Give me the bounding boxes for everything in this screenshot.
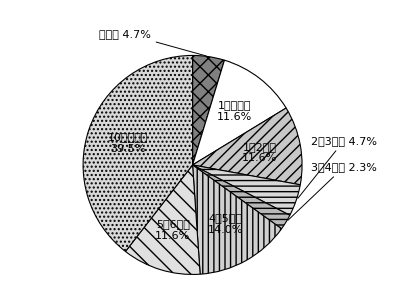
Text: 1～2時間
11.6%: 1～2時間 11.6% [242,142,277,164]
Wedge shape [83,55,193,251]
Wedge shape [193,60,286,165]
Wedge shape [193,55,224,165]
Text: 5～6時間
11.6%: 5～6時間 11.6% [155,219,191,241]
Text: 4～5時間
14.0%: 4～5時間 14.0% [208,213,243,235]
Wedge shape [193,165,282,274]
Text: 1時間未満
11.6%: 1時間未満 11.6% [217,100,252,122]
Wedge shape [193,108,302,185]
Text: 10時間以上
39.5%: 10時間以上 39.5% [108,132,148,154]
Wedge shape [193,165,290,229]
Text: 無回答 4.7%: 無回答 4.7% [99,29,206,56]
Wedge shape [125,165,200,274]
Wedge shape [193,165,300,215]
Text: 3～4時間 2.3%: 3～4時間 2.3% [288,162,377,220]
Text: 2～3時間 4.7%: 2～3時間 4.7% [298,136,377,198]
